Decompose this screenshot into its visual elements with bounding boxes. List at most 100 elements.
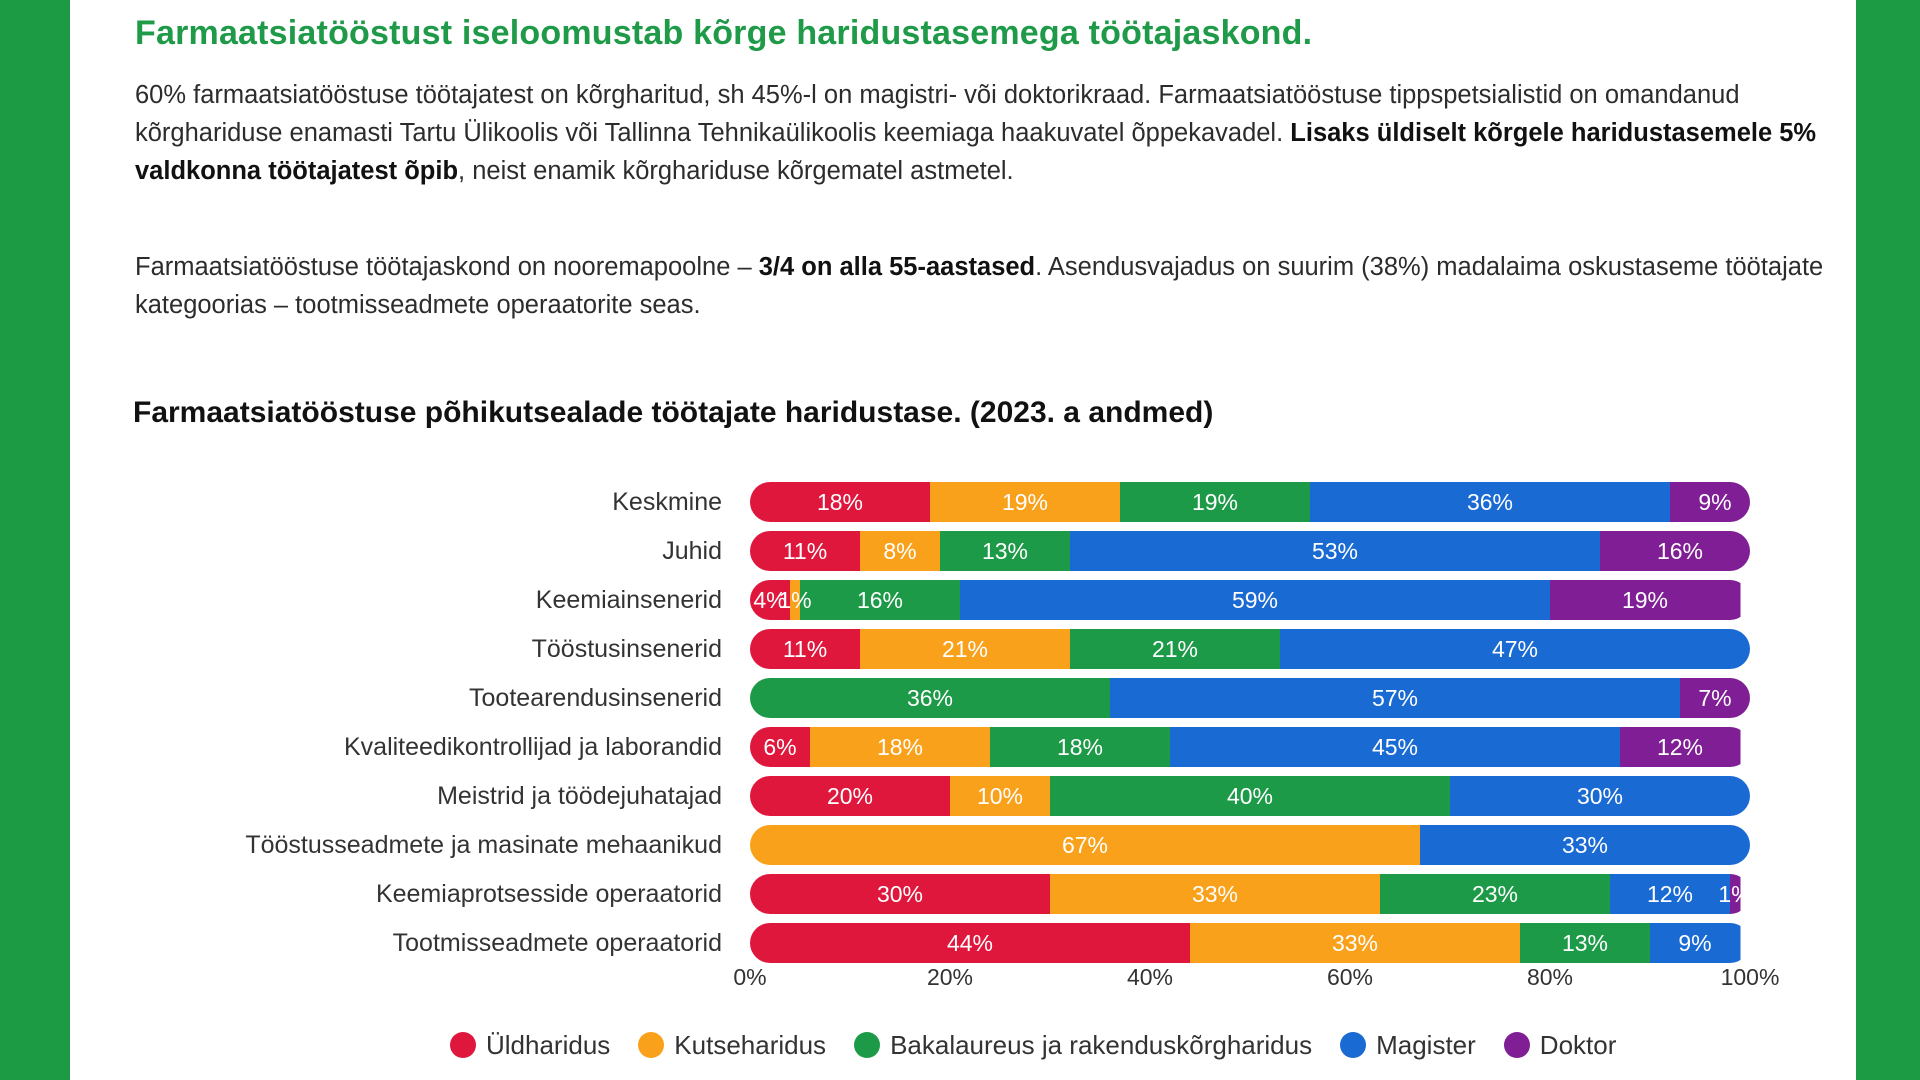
page: Farmaatsiatööstust iseloomustab kõrge ha… bbox=[70, 0, 1856, 1080]
category-label: Tootearendusinsenerid bbox=[469, 684, 722, 712]
data-label: 36% bbox=[907, 685, 953, 711]
data-label: 21% bbox=[942, 636, 988, 662]
data-label: 10% bbox=[977, 783, 1023, 809]
data-label: 9% bbox=[1698, 489, 1731, 515]
category-label: Tööstusinsenerid bbox=[532, 635, 722, 663]
category-label: Tööstusseadmete ja masinate mehaanikud bbox=[245, 831, 722, 859]
bar-segment bbox=[1520, 923, 1651, 963]
bar-segment bbox=[1170, 727, 1621, 767]
legend-swatch bbox=[854, 1032, 881, 1058]
bar-segment bbox=[1310, 482, 1671, 522]
bar-row bbox=[750, 825, 1750, 865]
legend-item: Bakalaureus ja rakenduskõrgharidus bbox=[854, 1030, 1312, 1061]
data-label: 57% bbox=[1372, 685, 1418, 711]
category-label: Keemiainsenerid bbox=[536, 586, 722, 614]
data-label: 13% bbox=[1562, 930, 1608, 956]
category-label: Meistrid ja töödejuhatajad bbox=[437, 782, 722, 810]
page-heading: Farmaatsiatööstust iseloomustab kõrge ha… bbox=[135, 14, 1313, 52]
paragraph-age: Farmaatsiatööstuse töötajaskond on noore… bbox=[135, 248, 1835, 324]
bar-segment bbox=[950, 776, 1051, 816]
x-tick-label: 100% bbox=[1721, 964, 1780, 990]
data-label: 12% bbox=[1657, 734, 1703, 760]
legend-label: Magister bbox=[1376, 1029, 1476, 1060]
bar-segment bbox=[1120, 482, 1311, 522]
bar-segment bbox=[1070, 531, 1601, 571]
data-label: 4% bbox=[753, 587, 786, 613]
bar-segment bbox=[1670, 482, 1750, 522]
x-tick-label: 60% bbox=[1327, 964, 1373, 990]
legend-item: Üldharidus bbox=[450, 1030, 610, 1061]
bar-row bbox=[750, 923, 1741, 963]
bar-segment bbox=[800, 580, 961, 620]
data-label: 44% bbox=[947, 930, 993, 956]
paragraph-highlight: Lisaks üldiselt kõrgele haridustasemele … bbox=[135, 119, 1817, 185]
data-label: 33% bbox=[1192, 881, 1238, 907]
paragraph-highlight: 3/4 on alla 55-aastased bbox=[758, 253, 1036, 281]
bar-segment bbox=[1450, 776, 1750, 816]
data-label: 45% bbox=[1372, 734, 1418, 760]
bar-row bbox=[750, 776, 1750, 816]
category-label: Juhid bbox=[662, 537, 722, 565]
bar-segment bbox=[1380, 874, 1611, 914]
data-label: 19% bbox=[1002, 489, 1048, 515]
data-label: 6% bbox=[763, 734, 796, 760]
data-label: 20% bbox=[827, 783, 873, 809]
bar-segment bbox=[790, 580, 801, 620]
data-label: 1% bbox=[778, 587, 811, 613]
bar-segment bbox=[750, 531, 861, 571]
data-label: 1% bbox=[1718, 881, 1751, 907]
bar-segment bbox=[1610, 874, 1731, 914]
data-label: 53% bbox=[1312, 538, 1358, 564]
bar-segment bbox=[1050, 776, 1451, 816]
x-tick-label: 0% bbox=[733, 964, 766, 990]
data-label: 11% bbox=[783, 636, 827, 662]
legend-item: Doktor bbox=[1503, 1030, 1616, 1061]
data-label: 12% bbox=[1647, 881, 1693, 907]
bar-segment bbox=[960, 580, 1551, 620]
paragraph-text: 60% farmaatsiatööstuse töötajatest on kõ… bbox=[135, 81, 1740, 147]
bar-row bbox=[750, 580, 1741, 620]
data-label: 13% bbox=[982, 538, 1028, 564]
chart-legend: Üldharidus Kutseharidus Bakalaureus ja rak… bbox=[450, 1026, 1616, 1064]
bar-row bbox=[750, 531, 1750, 571]
legend-swatch bbox=[638, 1032, 665, 1058]
legend-item: Kutseharidus bbox=[638, 1030, 826, 1061]
legend-swatch bbox=[450, 1032, 476, 1058]
bar-segment bbox=[1110, 678, 1681, 718]
bar-segment bbox=[1620, 727, 1741, 767]
category-label: Kvaliteedikontrollijad ja laborandid bbox=[344, 733, 722, 761]
paragraph-text: Farmaatsiatööstuse töötajaskond on noore… bbox=[135, 253, 759, 281]
bar-segment bbox=[750, 874, 1051, 914]
data-label: 33% bbox=[1332, 930, 1378, 956]
legend-swatch bbox=[1340, 1032, 1367, 1058]
bar-segment bbox=[750, 482, 931, 522]
bar-segment bbox=[860, 531, 941, 571]
bar-segment bbox=[1280, 629, 1750, 669]
bar-segment bbox=[750, 678, 1111, 718]
bar-segment bbox=[940, 531, 1071, 571]
data-label: 18% bbox=[877, 734, 923, 760]
bar-segment bbox=[750, 629, 861, 669]
bar-segment bbox=[1730, 874, 1741, 914]
bar-segment bbox=[1550, 580, 1741, 620]
paragraph-text: , neist enamik kõrghariduse kõrgematel a… bbox=[458, 157, 1014, 185]
bar-segment bbox=[860, 629, 1071, 669]
data-label: 19% bbox=[1622, 587, 1668, 613]
bar-segment bbox=[1420, 825, 1750, 865]
bar-segment bbox=[1600, 531, 1750, 571]
data-label: 30% bbox=[1577, 783, 1623, 809]
x-tick-label: 40% bbox=[1127, 964, 1173, 990]
data-label: 40% bbox=[1227, 783, 1273, 809]
bar-row bbox=[750, 482, 1750, 522]
category-label: Keskmine bbox=[612, 488, 722, 516]
legend-label: Üldharidus bbox=[486, 1029, 611, 1060]
paragraph-education: 60% farmaatsiatööstuse töötajatest on kõ… bbox=[135, 76, 1835, 190]
data-label: 18% bbox=[817, 489, 863, 515]
data-label: 11% bbox=[783, 538, 827, 564]
legend-item: Magister bbox=[1340, 1030, 1476, 1061]
data-label: 9% bbox=[1678, 930, 1711, 956]
bar-row bbox=[750, 727, 1741, 767]
legend-label: Bakalaureus ja rakenduskõrgharidus bbox=[890, 1029, 1313, 1060]
bar-row bbox=[750, 678, 1750, 718]
bar-segment bbox=[810, 727, 991, 767]
